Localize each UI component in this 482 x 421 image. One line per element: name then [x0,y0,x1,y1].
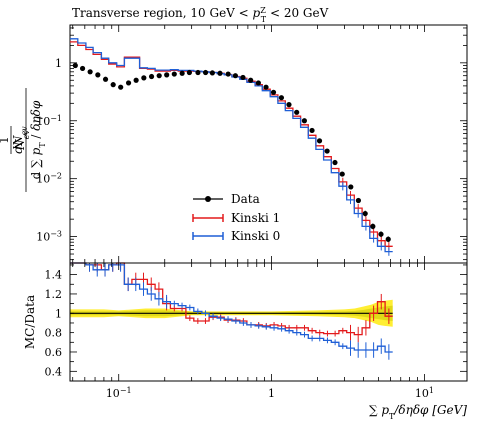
main-y-tick-label: 1 [55,57,62,70]
data-point [156,73,162,79]
x-tick-label: 10−1 [106,386,132,401]
data-point [232,73,238,79]
main-step-kinski-0 [70,38,393,253]
data-point [355,197,362,204]
data-point [270,89,277,95]
data-point [110,82,116,88]
main-y-axis-prefactor: 1 Nev [0,126,31,154]
ratio-ticks [70,263,467,382]
main-y-axis-prefactor-one: 1 [0,136,11,144]
data-point [385,236,391,242]
data-point [362,210,368,217]
ratio-y-tick-label: 1.2 [45,288,63,301]
ratio-series [70,262,393,360]
x-tick-label: 101 [415,386,434,401]
data-point [225,71,231,77]
data-point [294,109,300,115]
data-point [195,69,201,76]
main-panel: 10−310−210−11 Data Kinski 1 Kinski 0 dNe… [0,24,468,264]
ratio-y-tick-label: 0.8 [45,327,63,340]
ratio-y-tick-label: 1.4 [45,269,63,282]
main-y-tick-label: 10−3 [36,229,62,244]
ratio-y-tick-label: 1 [55,307,62,320]
ratio-panel: 0.4 0.6 0.8 1 1.2 1.4 10−1 1 101 MC/Data [23,262,468,401]
data-point [171,71,177,77]
data-point [324,148,330,154]
ratio-y-tick-label: 0.4 [45,365,63,378]
data-point [95,72,101,78]
data-point [87,69,93,75]
data-point [102,76,109,82]
main-y-axis-title-denominator: d ∑ pT / δηδφ [29,100,47,179]
data-point [255,80,261,86]
data-point [339,171,345,177]
data-point [248,77,254,83]
ratio-step-kinski-0 [70,262,393,353]
main-series [70,38,393,256]
plot-title: Transverse region, 10 GeV < pZ T < 20 GeV [72,6,329,24]
data-point [263,84,269,90]
data-point [209,70,215,76]
main-ticks [70,25,467,263]
x-tick-label: 1 [268,387,275,400]
data-point [316,138,323,144]
data-point [72,62,78,69]
ratio-step-kinski-1 [70,262,393,336]
x-tick-labels: 10−1 1 101 [106,386,434,401]
legend-data-marker [205,196,211,202]
ratio-y-axis-title: MC/Data [23,295,37,349]
data-point [202,69,209,76]
data-point [186,69,192,76]
x-axis-title: ∑ pT/δηδφ [GeV] [369,403,467,421]
data-point [164,72,170,78]
data-point [79,65,86,72]
legend-kinski0-label: Kinski 0 [231,229,280,243]
ratio-y-tick-label: 0.6 [45,346,63,359]
data-point [125,80,132,86]
data-point [179,70,185,76]
data-point [118,84,124,90]
ratio-uncertainty-band [70,299,393,327]
legend: Data Kinski 1 Kinski 0 [192,192,280,243]
data-point [217,70,223,76]
ratio-y-tick-labels: 0.4 0.6 0.8 1 1.2 1.4 [45,269,63,379]
data-point [370,223,376,229]
data-point [348,184,354,190]
data-point [278,95,285,101]
legend-data-label: Data [231,192,260,206]
data-point [378,231,384,237]
data-point [309,127,315,134]
ratio-frame [69,262,468,382]
main-frame [69,24,468,264]
data-point [301,118,307,124]
data-point [141,75,147,81]
data-point [332,159,338,166]
data-point [240,74,246,81]
data-point [133,77,139,83]
main-y-axis-prefactor-nev: Nev [13,130,31,151]
data-point [286,102,292,108]
legend-kinski1-label: Kinski 1 [231,211,280,225]
data-point [148,73,155,80]
